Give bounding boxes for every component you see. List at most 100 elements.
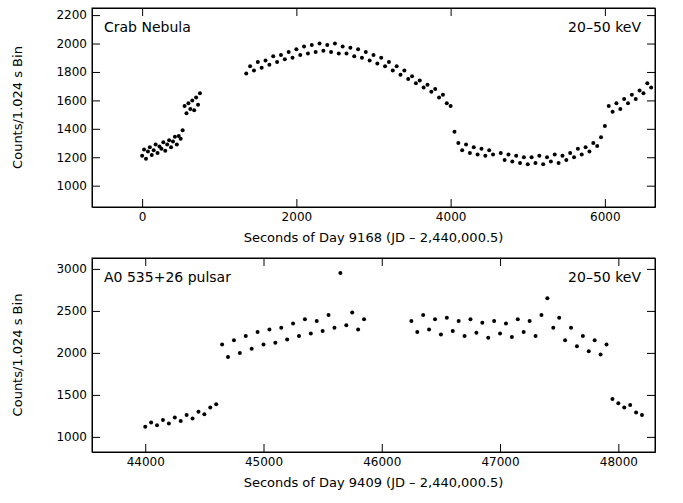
data-point: [522, 330, 526, 334]
tick-mark: [500, 258, 501, 266]
data-point: [196, 103, 200, 107]
axis-line: [92, 259, 93, 453]
data-point: [161, 140, 165, 144]
data-point: [638, 88, 642, 92]
data-point: [563, 338, 567, 342]
tick: [647, 157, 655, 158]
data-point: [449, 104, 453, 108]
tick-label: 2200: [56, 8, 87, 22]
data-point: [599, 353, 603, 357]
data-point: [640, 413, 644, 417]
data-point: [409, 319, 413, 323]
tick-mark: [647, 129, 655, 130]
data-point: [220, 343, 224, 347]
axis-line: [93, 452, 656, 453]
data-point: [576, 147, 580, 151]
data-point: [148, 145, 152, 149]
tick-mark: [500, 444, 501, 452]
data-point: [528, 319, 532, 323]
tick: 1000: [56, 430, 100, 444]
data-point: [362, 317, 366, 321]
data-point: [474, 331, 478, 335]
tick: 1000: [56, 179, 100, 193]
panel-title: Crab Nebula: [104, 19, 191, 35]
data-point: [350, 311, 354, 315]
data-point: [143, 425, 147, 429]
data-point: [155, 423, 159, 427]
data-point: [348, 46, 352, 50]
data-point: [337, 51, 341, 55]
tick-label: 1000: [56, 179, 87, 193]
tick: 1800: [56, 65, 100, 79]
data-point: [256, 330, 260, 334]
y-axis: 1000120014001600180020002200: [56, 8, 100, 207]
tick-mark: [382, 258, 383, 266]
data-point: [580, 152, 584, 156]
tick: 4000: [436, 199, 467, 224]
tick: 44000: [127, 444, 165, 469]
data-point: [575, 344, 579, 348]
data-point: [581, 334, 585, 338]
tick-label: 4000: [436, 210, 467, 224]
data-point: [476, 152, 480, 156]
tick-mark: [92, 395, 100, 396]
data-point: [285, 337, 289, 341]
data-point: [506, 152, 510, 156]
data-point: [372, 53, 376, 57]
tick-mark: [647, 311, 655, 312]
tick: [451, 8, 452, 16]
data-point: [287, 50, 291, 54]
data-point: [437, 96, 441, 100]
data-point: [341, 44, 345, 48]
y-axis-right: [647, 9, 656, 208]
data-point: [194, 96, 198, 100]
data-point: [321, 49, 325, 53]
tick-mark: [647, 100, 655, 101]
tick: [145, 258, 146, 266]
data-point: [441, 93, 445, 97]
panel-subtitle: 20–50 keV: [568, 269, 641, 285]
data-point: [557, 316, 561, 320]
data-point: [183, 104, 187, 108]
data-point: [329, 50, 333, 54]
data-point: [338, 271, 342, 275]
data-point: [395, 64, 399, 68]
tick: [647, 353, 655, 354]
tick-mark: [618, 444, 619, 452]
data-point: [260, 66, 264, 70]
data-point: [196, 410, 200, 414]
data-point: [179, 137, 183, 141]
tick: 48000: [600, 444, 638, 469]
points: [140, 42, 653, 167]
plot-frame: [92, 8, 655, 207]
data-point: [318, 42, 322, 46]
tick-mark: [145, 258, 146, 266]
data-point: [611, 110, 615, 114]
data-point: [616, 401, 620, 405]
tick: [296, 8, 297, 16]
plot-frame: [92, 258, 655, 452]
data-point: [626, 101, 630, 105]
data-point: [425, 83, 429, 87]
data-point: [564, 158, 568, 162]
data-point: [503, 158, 507, 162]
tick-mark: [92, 353, 100, 354]
tick-label: 46000: [363, 455, 401, 469]
tick-mark: [451, 8, 452, 16]
tick: [647, 269, 655, 270]
data-point: [379, 56, 383, 60]
tick: 2000: [56, 346, 100, 360]
data-point: [279, 53, 283, 57]
data-point: [264, 59, 268, 63]
tick: 46000: [363, 444, 401, 469]
data-point: [628, 403, 632, 407]
tick-mark: [451, 199, 452, 207]
data-point: [179, 419, 183, 423]
data-point: [518, 161, 522, 165]
tick-mark: [618, 258, 619, 266]
tick-mark: [92, 437, 100, 438]
data-point: [252, 69, 256, 73]
data-point: [191, 416, 195, 420]
tick-mark: [647, 395, 655, 396]
data-point: [421, 313, 425, 317]
